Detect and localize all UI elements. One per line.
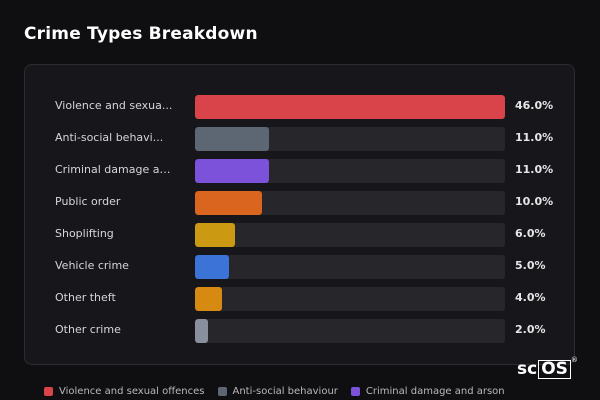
bar-row: Anti-social behavi... 11.0%	[25, 127, 574, 151]
legend-swatch	[217, 387, 227, 396]
bar-track	[195, 223, 505, 247]
bar-track	[195, 159, 505, 183]
value-label: 46.0%	[515, 99, 554, 112]
chart-panel: Violence and sexua... 46.0% Anti-social be…	[24, 64, 575, 365]
bar-row: Vehicle crime 5.0%	[25, 255, 574, 279]
category-label: Vehicle crime	[55, 259, 129, 272]
bar-row: Other crime 2.0%	[25, 319, 574, 343]
bar-track	[195, 319, 505, 343]
value-label: 5.0%	[515, 259, 546, 272]
logo-box: OS	[538, 359, 571, 379]
bar-track	[195, 255, 505, 279]
bar	[195, 319, 208, 343]
bar	[195, 127, 269, 151]
bar-track	[195, 287, 505, 311]
category-label: Public order	[55, 195, 121, 208]
value-label: 10.0%	[515, 195, 554, 208]
category-label: Other theft	[55, 291, 116, 304]
bar	[195, 255, 229, 279]
bar	[195, 191, 262, 215]
legend-item: Criminal damage and arson	[350, 386, 505, 397]
bar-track	[195, 191, 505, 215]
brand-logo: sc OS ®	[517, 356, 578, 379]
legend-swatch	[44, 387, 53, 396]
value-label: 11.0%	[515, 163, 554, 176]
bar-row: Criminal damage an... 11.0%	[25, 159, 574, 183]
legend-label: Criminal damage and arson	[365, 386, 505, 397]
legend-swatch	[350, 387, 360, 396]
category-label: Violence and sexua...	[55, 99, 173, 112]
bar-row: Public order 10.0%	[25, 191, 574, 215]
value-label: 4.0%	[515, 291, 546, 304]
category-label: Other crime	[55, 323, 121, 336]
value-label: 2.0%	[515, 323, 546, 336]
chart-legend: Violence and sexual offences Anti-social …	[44, 386, 518, 397]
bar	[195, 95, 505, 119]
legend-label: Anti-social behaviour	[232, 386, 338, 397]
bar-track	[195, 95, 505, 119]
bar	[195, 287, 222, 311]
value-label: 11.0%	[515, 131, 554, 144]
registered-mark: ®	[570, 356, 578, 364]
category-label: Shoplifting	[55, 227, 114, 240]
bar	[195, 223, 235, 247]
logo-text: sc	[517, 359, 538, 379]
category-label: Anti-social behavi...	[55, 131, 164, 144]
legend-label: Violence and sexual offences	[59, 386, 205, 397]
bar	[195, 159, 269, 183]
chart-title: Crime Types Breakdown	[24, 24, 258, 44]
value-label: 6.0%	[515, 227, 546, 240]
legend-item: Violence and sexual offences	[44, 386, 205, 397]
bar-row: Other theft 4.0%	[25, 287, 574, 311]
bar-track	[195, 127, 505, 151]
bar-row: Violence and sexua... 46.0%	[25, 95, 574, 119]
bar-row: Shoplifting 6.0%	[25, 223, 574, 247]
legend-item: Anti-social behaviour	[217, 386, 338, 397]
category-label: Criminal damage an...	[55, 163, 173, 176]
